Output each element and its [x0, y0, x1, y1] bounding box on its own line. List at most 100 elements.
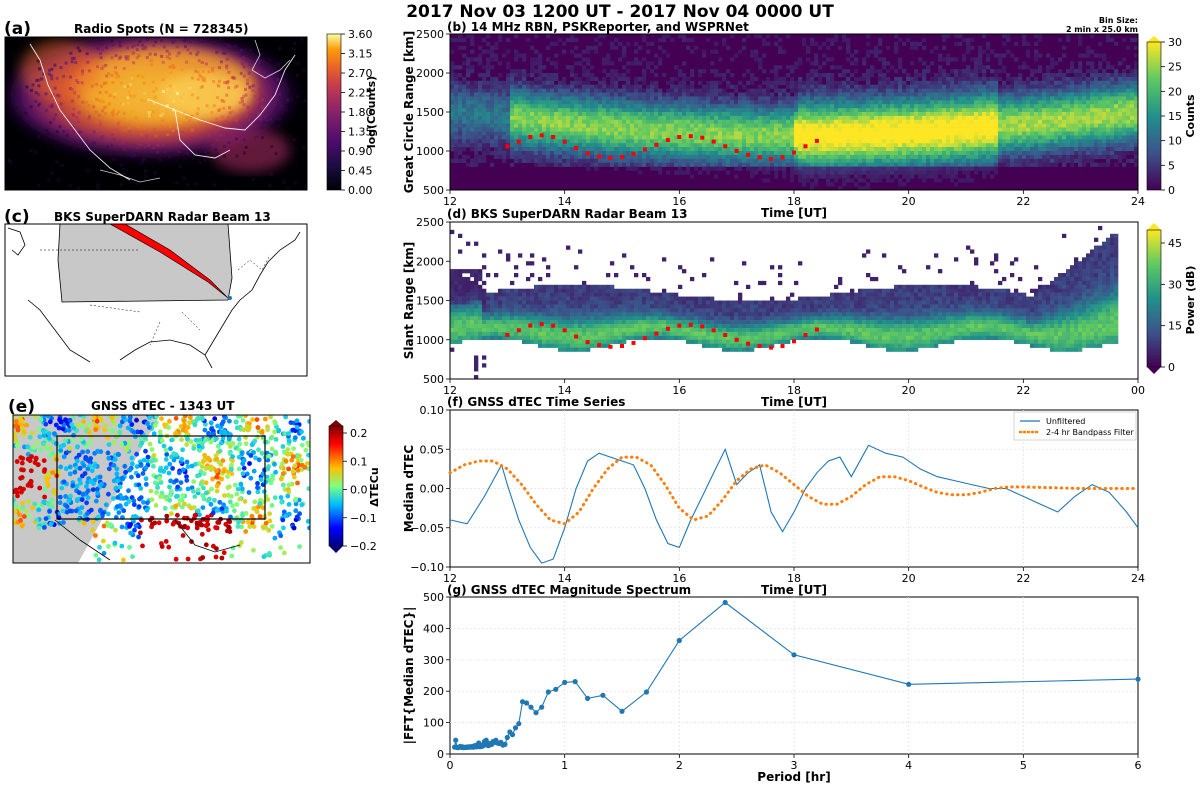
- panel-e-title: GNSS dTEC - 1343 UT: [91, 399, 235, 413]
- colorbar-tick-label: 0.1: [350, 455, 368, 468]
- panel-a-colorbar-ticks: 3.60 3.15 2.70 2.25 1.80 1.35 0.90 0.45 0.00: [341, 28, 373, 197]
- y-tick-label: 100: [423, 717, 444, 730]
- panel-b-plot: [450, 34, 1139, 191]
- colorbar-tick-label: 3.15: [348, 48, 373, 61]
- spectrum-point: [539, 704, 545, 710]
- y-tick-label: 0.00: [420, 483, 445, 496]
- overlay-point: [780, 344, 785, 348]
- overlay-point: [539, 322, 544, 327]
- x-tick-label: 12: [443, 195, 457, 208]
- panel-a-colorbar-label: log(Counts): [365, 76, 378, 148]
- y-tick-label: 1500: [416, 106, 444, 119]
- y-axis-label: |FFT{Median dTEC}|: [402, 607, 416, 745]
- panel-f-letter: (f): [447, 395, 464, 409]
- x-tick-label: 2: [676, 759, 683, 772]
- overlay-point: [757, 344, 762, 348]
- spectrum-point: [533, 710, 539, 716]
- spectrum-point: [619, 708, 625, 714]
- x-tick-label: 16: [672, 384, 686, 397]
- spectrum-point: [523, 700, 530, 706]
- overlay-point: [700, 324, 705, 329]
- overlay-point: [734, 337, 739, 342]
- overlay-point: [780, 155, 785, 160]
- x-tick-label: 20: [902, 195, 916, 208]
- panel-a-map: [5, 37, 307, 190]
- spectrum-point: [562, 679, 568, 686]
- spectrum-point: [906, 681, 912, 687]
- spectrum-point: [791, 652, 797, 658]
- y-tick-label: 500: [423, 184, 444, 197]
- colorbar-tick-label: 0: [1168, 361, 1175, 374]
- y-axis-label: Great Circle Range [km]: [402, 31, 416, 194]
- x-tick-label: 12: [443, 384, 457, 397]
- x-tick-label: 3: [791, 759, 798, 772]
- y-tick-label: 500: [423, 373, 444, 386]
- x-tick-label: 6: [1135, 759, 1142, 772]
- x-tick-label: 20: [902, 384, 916, 397]
- y-tick-label: 1500: [416, 295, 444, 308]
- colorbar-tick-label: 45: [1168, 237, 1182, 250]
- overlay-point: [803, 333, 808, 337]
- x-tick-label: 18: [787, 572, 801, 585]
- overlay-point: [792, 150, 796, 155]
- y-tick-label: −0.05: [410, 522, 444, 535]
- overlay-point: [608, 344, 613, 349]
- legend-unfiltered-text: Unfiltered: [1046, 417, 1085, 426]
- colorbar-tick-label: 0.00: [348, 184, 373, 197]
- x-tick-label: 14: [558, 572, 572, 585]
- x-tick-label: 16: [672, 195, 686, 208]
- colorbar-tick-label: 0.2: [350, 427, 368, 440]
- overlay-point: [516, 139, 521, 144]
- y-tick-label: 0.10: [420, 404, 445, 417]
- overlay-point: [654, 331, 659, 336]
- overlay-point: [631, 340, 636, 345]
- x-axis-label: Time [UT]: [761, 395, 827, 409]
- bin-size-title: Bin Size:: [1098, 16, 1138, 25]
- y-tick-label: 400: [423, 622, 444, 635]
- overlay-point: [551, 135, 556, 139]
- overlay-point: [562, 139, 567, 144]
- overlay-point: [700, 135, 705, 140]
- overlay-point: [505, 333, 510, 337]
- colorbar-tick-label: 25: [1168, 61, 1182, 74]
- x-tick-label: 14: [558, 195, 572, 208]
- bin-size-value: 2 min x 25.0 km: [1065, 25, 1138, 34]
- y-tick-label: 0.05: [420, 443, 445, 456]
- y-tick-label: 500: [423, 591, 444, 604]
- overlay-point: [642, 336, 647, 341]
- overlay-point: [723, 333, 728, 337]
- overlay-point: [654, 142, 659, 147]
- overlay-point: [528, 323, 533, 328]
- overlay-point: [528, 135, 533, 139]
- panel-e-colorbar-ticks: 0.2 0.1 0.0 −0.1 −0.2: [343, 427, 377, 553]
- colorbar-tick-label: 10: [1168, 135, 1182, 148]
- overlay-point: [792, 339, 796, 344]
- panel-a-title: Radio Spots (N = 728345): [74, 22, 249, 36]
- y-tick-label: 300: [423, 654, 444, 667]
- overlay-point: [688, 322, 693, 327]
- x-axis-label: Time [UT]: [761, 583, 827, 597]
- overlay-point: [665, 326, 670, 331]
- overlay-point: [539, 133, 544, 138]
- colorbar-tick-label: 30: [1168, 278, 1182, 291]
- panel-d-title: (d) BKS SuperDARN Radar Beam 13: [447, 207, 687, 221]
- spectrum-point: [585, 695, 591, 702]
- y-tick-label: 2500: [416, 216, 444, 229]
- spectrum-point: [528, 704, 534, 710]
- overlay-point: [574, 145, 579, 150]
- overlay-point: [814, 327, 819, 332]
- colorbar-tick-label: 2.25: [348, 87, 373, 100]
- panel-d-colorbar-extend-bottom: [1147, 367, 1161, 374]
- overlay-point: [746, 152, 751, 157]
- x-tick-label: 14: [558, 384, 572, 397]
- overlay-point: [711, 328, 716, 333]
- colorbar-tick-label: 15: [1168, 320, 1182, 333]
- panel-g-letter: (g): [447, 583, 467, 597]
- spectrum-point: [676, 637, 682, 644]
- x-tick-label: 22: [1016, 195, 1030, 208]
- colorbar-tick-label: 1.80: [348, 106, 373, 119]
- colorbar-tick-label: 1.35: [348, 126, 373, 139]
- colorbar-tick-label: −0.1: [350, 512, 377, 525]
- x-axis-label: Time [UT]: [761, 206, 827, 220]
- y-tick-label: 0: [437, 748, 444, 761]
